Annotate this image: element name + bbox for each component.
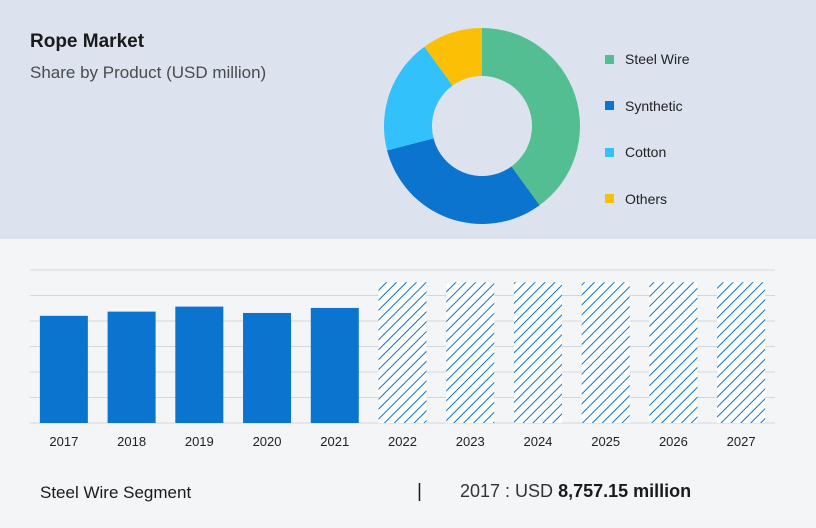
bar-2020 (243, 312, 292, 423)
legend-label-synthetic: Synthetic (625, 97, 683, 114)
x-tick-label: 2024 (523, 434, 552, 449)
legend-swatch-others (605, 194, 614, 203)
x-tick-label: 2022 (388, 434, 417, 449)
donut-slice-others (424, 28, 482, 86)
legend-label-cotton: Cotton (625, 144, 667, 160)
x-tick-label: 2017 (49, 434, 78, 449)
x-tick-label: 2019 (185, 434, 214, 449)
forecast-bar-2027 (717, 282, 766, 423)
x-tick-label: 2020 (253, 434, 282, 449)
legend-label-others: Others (625, 190, 668, 207)
chart-title: Rope Market (30, 31, 145, 52)
legend-label-steel-wire: Steel Wire (625, 51, 690, 67)
legend-item-steel-wire: Steel Wire (605, 49, 690, 69)
bar-2018 (107, 311, 156, 423)
bar-2019 (175, 306, 224, 423)
donut-slice-synthetic (387, 138, 540, 224)
donut-chart (384, 28, 580, 224)
donut-slice-cotton (384, 46, 453, 151)
legend-item-synthetic: Synthetic (605, 96, 683, 116)
bar-2021 (310, 307, 359, 423)
segment-value: 8,757.15 million (558, 481, 692, 501)
x-tick-label: 2026 (659, 434, 688, 449)
bar-chart: 2017 2018 2019 2020 2021 2022 2023 2024 2025 2026… (30, 269, 775, 449)
x-tick-label: 2023 (456, 434, 485, 449)
segment-label: Steel Wire Segment (40, 483, 192, 502)
legend-item-cotton: Cotton (605, 142, 666, 162)
legend-item-others: Others (605, 189, 667, 209)
footer-separator: | (417, 481, 422, 502)
segment-year-prefix: 2017 : USD (460, 481, 554, 501)
segment-value-line: 2017 : USD 8,757.15 million (460, 481, 691, 502)
forecast-bar-2025 (581, 282, 630, 423)
forecast-bar-2022 (378, 282, 427, 423)
chart-subtitle: Share by Product (USD million) (30, 63, 267, 82)
x-tick-label: 2027 (727, 434, 756, 449)
legend-swatch-cotton (605, 147, 614, 157)
legend-swatch-steel-wire (605, 54, 614, 64)
x-tick-label: 2018 (117, 434, 146, 449)
forecast-bar-2024 (513, 282, 562, 423)
legend-swatch-synthetic (605, 101, 614, 110)
x-tick-label: 2021 (320, 434, 349, 449)
donut-slice-steel-wire (482, 28, 580, 206)
bar-2017 (39, 315, 88, 423)
forecast-bar-2026 (649, 282, 698, 423)
forecast-bar-2023 (446, 282, 495, 423)
x-tick-label: 2025 (591, 434, 620, 449)
